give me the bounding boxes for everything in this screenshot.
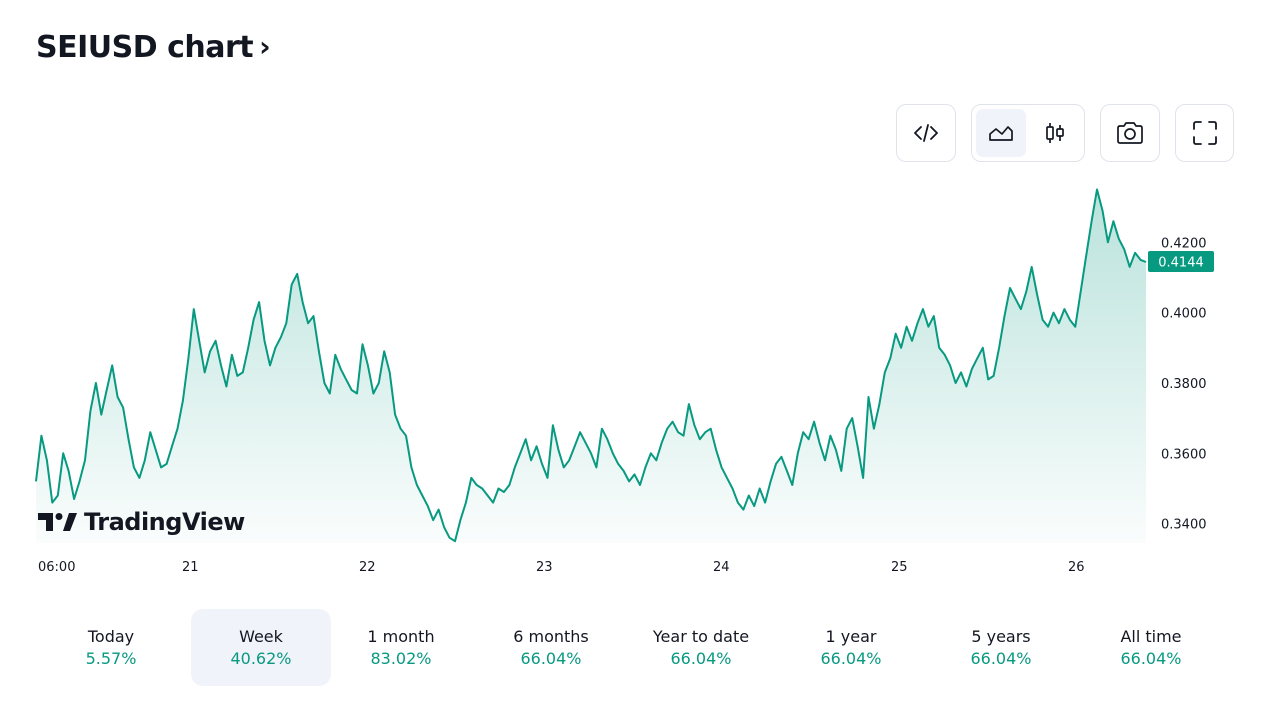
price-chart[interactable]: 0.4200 0.4000 0.3800 0.3600 0.3400 06:00 21 22…	[0, 170, 1280, 590]
area-chart-icon	[989, 126, 1013, 141]
x-tick-label: 06:00	[38, 560, 75, 575]
x-tick-label: 24	[713, 560, 730, 575]
x-tick-label: 21	[182, 560, 199, 575]
period-performance-row: Today 5.57% Week 40.62% 1 month 83.02% 6 month…	[36, 609, 1236, 686]
period-label: All time	[1120, 626, 1182, 646]
chart-style-toggle	[971, 104, 1085, 162]
period-all-time[interactable]: All time 66.04%	[1076, 609, 1226, 686]
period-1-year[interactable]: 1 year 66.04%	[776, 609, 926, 686]
x-tick-label: 22	[359, 560, 376, 575]
period-label: 6 months	[513, 626, 589, 646]
period-6-months[interactable]: 6 months 66.04%	[476, 609, 626, 686]
y-axis: 0.4200 0.4000 0.3800 0.3600 0.3400	[1161, 236, 1207, 532]
x-tick-label: 26	[1068, 560, 1085, 575]
tradingview-wordmark: TradingView	[84, 508, 245, 536]
snapshot-button[interactable]	[1100, 104, 1160, 162]
area-chart-button[interactable]	[976, 109, 1026, 157]
x-tick-label: 23	[536, 560, 553, 575]
period-change: 66.04%	[1120, 648, 1182, 668]
chevron-right-icon: ›	[259, 30, 271, 63]
period-change: 83.02%	[370, 648, 432, 668]
y-tick-label: 0.4200	[1161, 236, 1207, 251]
period-label: 1 month	[367, 626, 435, 646]
area-fill	[36, 189, 1146, 543]
period-change: 66.04%	[970, 648, 1032, 668]
period-change: 66.04%	[520, 648, 582, 668]
fullscreen-button[interactable]	[1175, 104, 1234, 162]
period-label: Today	[87, 626, 135, 646]
page-title: SEIUSD chart	[36, 30, 254, 65]
period-label: Week	[239, 626, 283, 646]
tradingview-logo[interactable]: TradingView	[38, 508, 245, 536]
chart-title-link[interactable]: SEIUSD chart ›	[36, 30, 271, 65]
period-week[interactable]: Week 40.62%	[191, 609, 331, 686]
period-label: Year to date	[652, 626, 750, 646]
period-5-years[interactable]: 5 years 66.04%	[926, 609, 1076, 686]
last-price-tag: 0.4144	[1148, 251, 1214, 272]
price-line	[35, 188, 1147, 543]
y-tick-label: 0.3800	[1161, 377, 1207, 392]
period-1-month[interactable]: 1 month 83.02%	[326, 609, 476, 686]
period-today[interactable]: Today 5.57%	[36, 609, 186, 686]
period-change: 66.04%	[670, 648, 732, 668]
y-tick-label: 0.3400	[1161, 518, 1207, 533]
period-change: 66.04%	[820, 648, 882, 668]
y-tick-label: 0.3600	[1161, 447, 1207, 462]
last-price-label: 0.4144	[1158, 256, 1204, 271]
tradingview-logo-icon	[38, 513, 77, 531]
period-change: 5.57%	[85, 648, 137, 668]
fullscreen-icon	[1192, 121, 1217, 145]
candlestick-button[interactable]	[1030, 109, 1080, 157]
embed-button[interactable]	[896, 104, 956, 162]
period-change: 40.62%	[230, 648, 292, 668]
y-tick-label: 0.4000	[1161, 307, 1207, 322]
x-tick-label: 25	[891, 560, 908, 575]
candlestick-icon	[1046, 123, 1064, 143]
code-icon	[914, 124, 938, 142]
period-label: 1 year	[825, 626, 877, 646]
period-label: 5 years	[971, 626, 1031, 646]
camera-icon	[1117, 122, 1143, 144]
period-year-to-date[interactable]: Year to date 66.04%	[626, 609, 776, 686]
x-axis: 06:00 21 22 23 24 25 26	[38, 560, 1085, 575]
